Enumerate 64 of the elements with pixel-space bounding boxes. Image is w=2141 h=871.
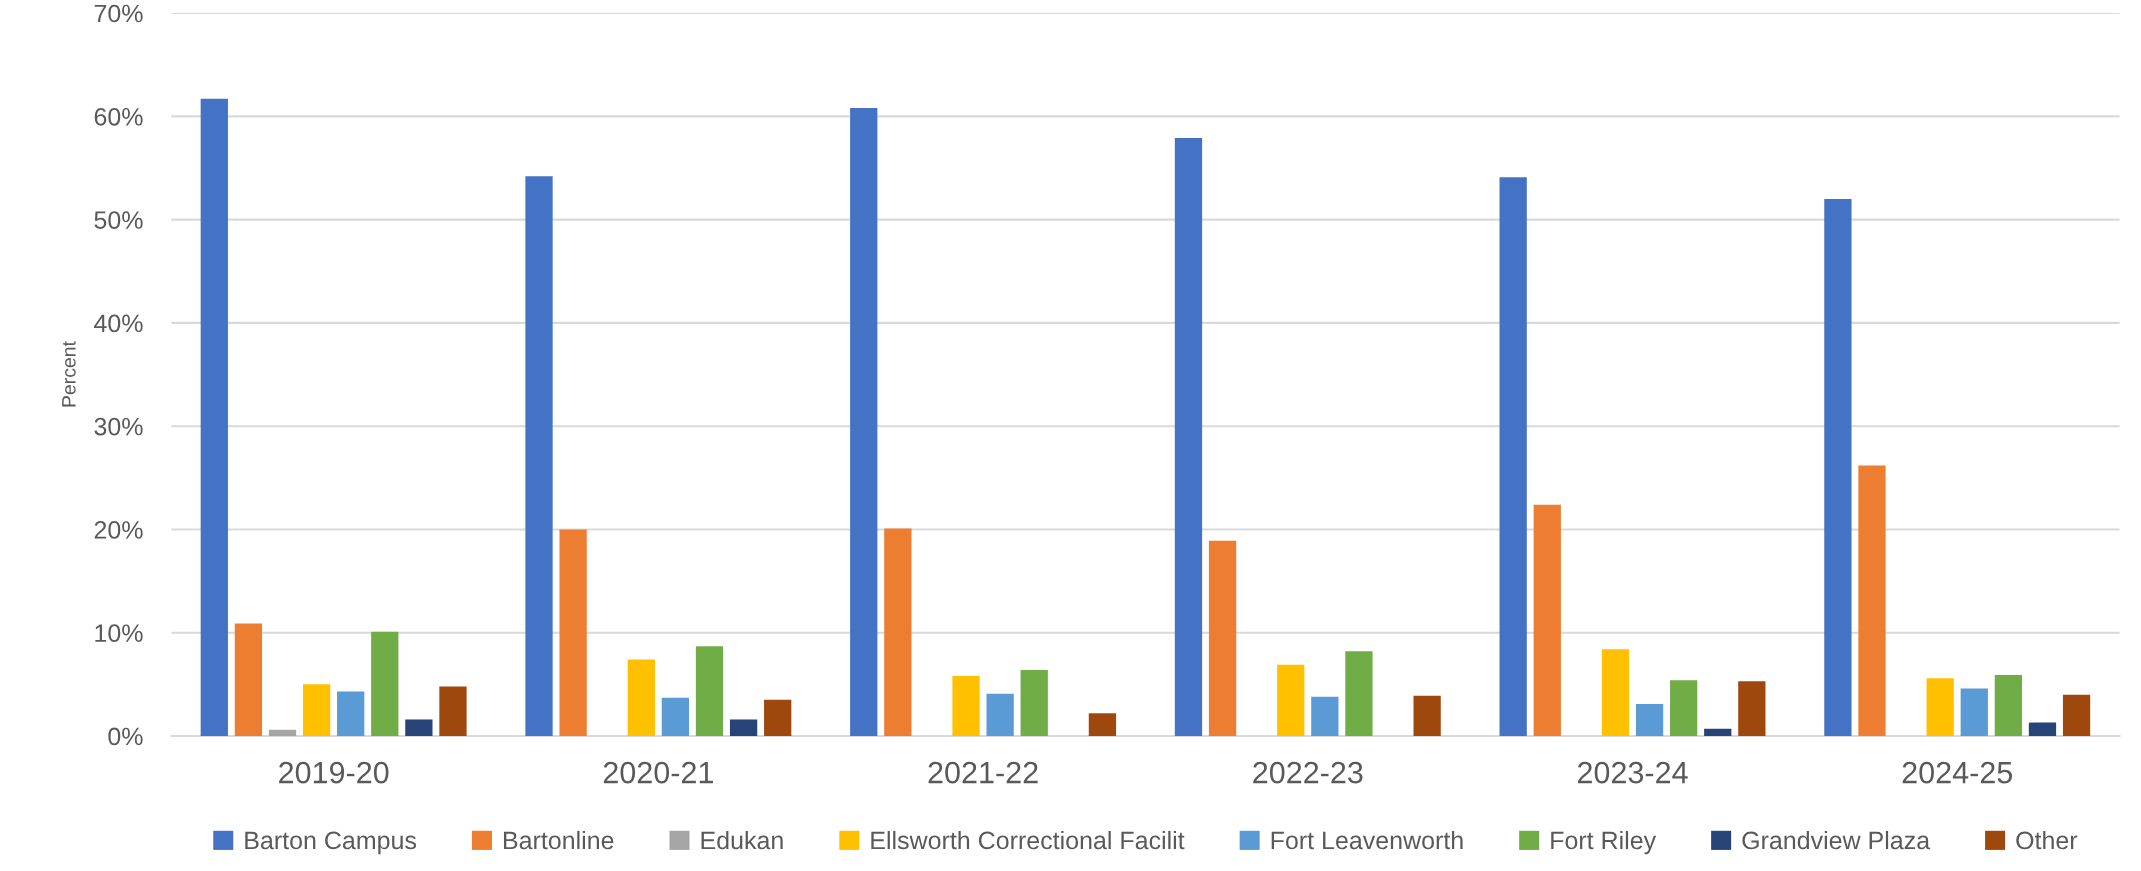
bar: [337, 691, 365, 736]
bar: [2062, 694, 2091, 736]
bar: [764, 699, 792, 736]
y-tick-label: 50%: [94, 211, 143, 229]
bar: [1499, 177, 1527, 736]
bar: [371, 631, 399, 736]
bar: [884, 528, 912, 736]
bar: [559, 529, 587, 736]
legend-label: Fort Riley: [1551, 830, 1657, 855]
y-axis-title: Percent: [62, 341, 76, 407]
bar: [695, 646, 724, 736]
bar: [1824, 198, 1852, 736]
bar: [1994, 675, 2023, 736]
bar: [952, 676, 980, 736]
bar: [234, 623, 263, 736]
bar: [1704, 728, 1732, 736]
bar: [661, 697, 690, 736]
x-tick-label: 2021-22: [928, 761, 1038, 784]
legend-label: Other: [2016, 830, 2078, 850]
x-tick-label: 2024-25: [1902, 761, 2013, 784]
bar: [1738, 681, 1766, 736]
bar: [850, 108, 878, 736]
y-tick-label: 20%: [94, 521, 143, 539]
bar: [302, 684, 331, 736]
bar: [1174, 138, 1203, 736]
legend-label: Grandview Plaza: [1742, 830, 1931, 850]
bar: [525, 176, 553, 736]
y-tick-label: 70%: [94, 4, 143, 23]
legend-label: Bartonline: [503, 830, 614, 850]
y-tick-label: 30%: [94, 417, 143, 436]
legend-label: Ellsworth Correctional Facilit: [871, 830, 1185, 850]
bar: [1020, 669, 1048, 736]
bar: [1533, 504, 1561, 736]
x-tick-label: 2020-21: [603, 761, 713, 784]
legend-label: Fort Leavenworth: [1271, 830, 1463, 850]
bar: [1926, 678, 1954, 736]
x-tick-label: 2022-23: [1253, 761, 1363, 784]
bar: [2028, 722, 2057, 736]
x-tick-label: 2023-24: [1577, 761, 1688, 784]
bar: [1311, 696, 1339, 736]
bar: [1413, 695, 1441, 736]
bar: [1345, 651, 1373, 736]
bar: [986, 693, 1014, 736]
bar: [1960, 688, 1988, 736]
bar: [627, 659, 655, 736]
bar: [1670, 680, 1698, 736]
bar: [1208, 540, 1237, 736]
x-tick-label: 2019-20: [279, 761, 389, 784]
bar: [200, 98, 228, 736]
legend-label: Barton Campus: [245, 831, 417, 855]
bar: [1858, 465, 1886, 736]
bar: [1088, 713, 1117, 736]
bar: [439, 686, 467, 736]
bar: [1277, 664, 1305, 736]
y-tick-label: 10%: [95, 624, 143, 643]
bar: [405, 719, 433, 736]
y-tick-label: 0%: [108, 727, 143, 746]
legend-label: Edukan: [701, 830, 783, 850]
y-tick-label: 40%: [94, 314, 143, 333]
bar: [729, 719, 758, 736]
bar: [268, 729, 297, 736]
bar: [1635, 703, 1664, 736]
bar: [1601, 649, 1630, 736]
y-tick-label: 60%: [94, 107, 143, 126]
